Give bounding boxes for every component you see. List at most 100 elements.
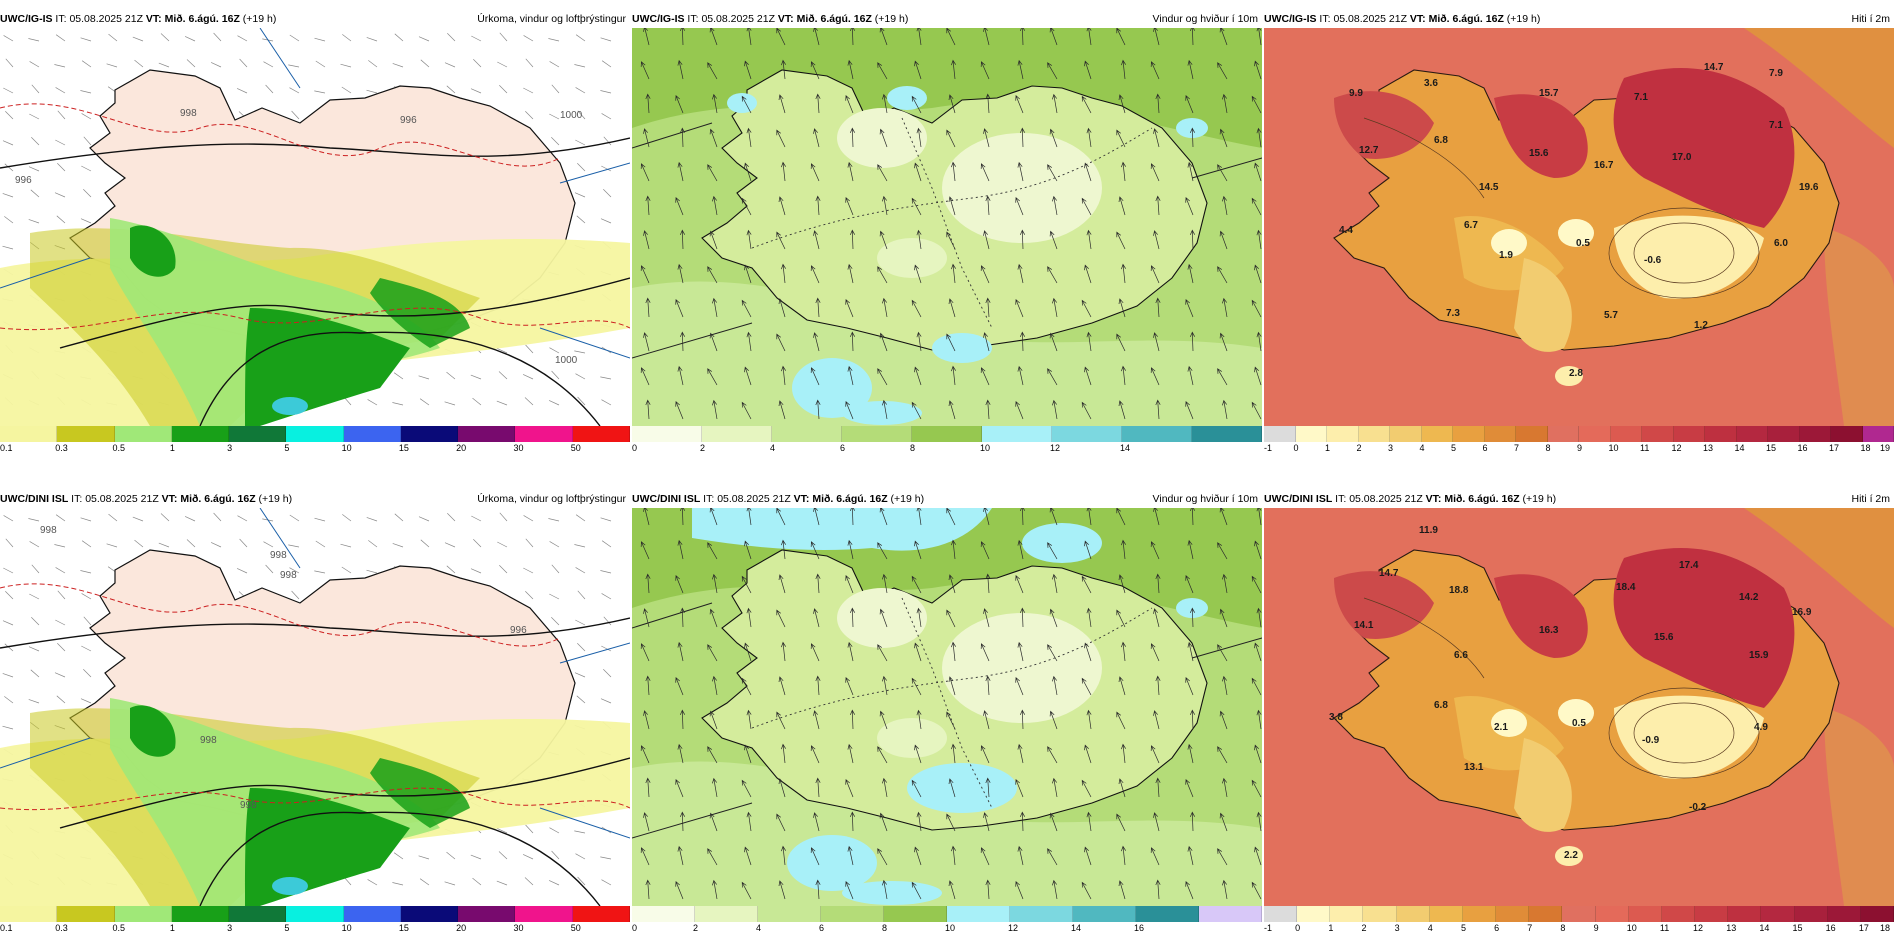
precip-panel: UWC/DINI ISL IT: 05.08.2025 21Z VT: Mið.… (0, 490, 630, 936)
legend-tick-label: 2 (700, 443, 706, 453)
legend-swatch (884, 906, 947, 922)
model-name: UWC/IG-IS (1264, 13, 1317, 25)
temperature-value-label: 0.5 (1572, 718, 1586, 729)
legend-tick-label: 10 (945, 923, 956, 933)
wind-panel: UWC/DINI ISL IT: 05.08.2025 21Z VT: Mið.… (632, 490, 1262, 936)
model-name: UWC/DINI ISL (0, 493, 69, 505)
panel-title: Vindur og hviður í 10m (1152, 493, 1258, 505)
isobar-label: 998 (280, 570, 297, 581)
forecast-offset: (+19 h) (1522, 493, 1557, 505)
legend-tick-label: 30 (513, 923, 524, 933)
legend-swatch (1199, 906, 1262, 922)
isobar-label: 998 (200, 735, 217, 746)
legend-tick-label: 19 (1880, 443, 1891, 453)
wind-arrows (640, 508, 1262, 900)
issue-time-label: IT: (1335, 493, 1347, 505)
legend-tick-label: 3 (227, 443, 233, 453)
legend-swatch (1827, 906, 1861, 922)
legend-tick-label: 11 (1640, 443, 1650, 453)
temperature-value-label: 14.5 (1479, 182, 1499, 193)
legend-tick-label: 15 (1792, 923, 1803, 933)
wind-panel: UWC/IG-IS IT: 05.08.2025 21Z VT: Mið. 6.… (632, 10, 1262, 456)
precip-map: 996 998 996 1000 1000 (0, 28, 630, 426)
legend-tick-label: 10 (341, 923, 352, 933)
legend-swatch (1661, 906, 1696, 922)
legend-tick-label: 4 (1419, 443, 1425, 453)
legend-tick-label: -1 (1264, 443, 1273, 453)
temperature-value-label: 16.3 (1539, 625, 1559, 636)
issue-time-value: 05.08.2025 21Z (717, 493, 791, 505)
legend-swatch (912, 426, 982, 442)
legend-tick-label: 1 (1328, 923, 1334, 933)
legend-swatch (1628, 906, 1662, 922)
temp-panel: UWC/DINI ISL IT: 05.08.2025 21Z VT: Mið.… (1264, 490, 1894, 936)
legend-tick-label: 3 (227, 923, 233, 933)
forecast-offset: (+19 h) (1506, 13, 1541, 25)
legend-swatch (0, 906, 58, 922)
legend-bar (632, 426, 1262, 442)
legend-tick-label: 17 (1858, 923, 1869, 933)
legend-tick-label: 7 (1527, 923, 1533, 933)
legend-swatch (1799, 426, 1831, 442)
color-legend: -1 0 1 2 3 4 5 6 7 8 9 10 11 12 13 14 15 16 17 18 19 (1264, 426, 1894, 454)
legend-swatch (1327, 426, 1359, 442)
legend-tick-label: 20 (456, 923, 467, 933)
legend-swatch (1453, 426, 1485, 442)
legend-swatch (1831, 426, 1863, 442)
wind-map (632, 28, 1262, 426)
legend-swatch (1496, 906, 1530, 922)
panel-header: UWC/IG-IS IT: 05.08.2025 21Z VT: Mið. 6.… (0, 10, 630, 28)
temp-map: 11.9 14.7 18.8 17.4 18.4 14.2 16.9 14.1 16.3 15.6… (1264, 508, 1894, 906)
legend-swatch (1462, 906, 1497, 922)
legend-swatch (57, 426, 115, 442)
temperature-value-label: 5.7 (1604, 310, 1618, 321)
issue-time-label: IT: (687, 13, 699, 25)
temperature-value-label: 14.7 (1379, 568, 1399, 579)
isobar-label: 998 (40, 525, 57, 536)
legend-swatch (758, 906, 821, 922)
model-name: UWC/DINI ISL (1264, 493, 1333, 505)
legend-tick-label: 5 (284, 443, 290, 453)
legend-tick-label: 13 (1726, 923, 1737, 933)
temperature-value-label: 9.9 (1349, 88, 1363, 99)
legend-swatch (1794, 906, 1828, 922)
temperature-value-label: 15.6 (1529, 148, 1549, 159)
forecast-offset: (+19 h) (258, 493, 293, 505)
model-name: UWC/DINI ISL (632, 493, 701, 505)
issue-time-value: 05.08.2025 21Z (1333, 13, 1407, 25)
legend-swatch (1192, 426, 1262, 442)
legend-swatch (229, 426, 287, 442)
legend-tick-label: 30 (513, 443, 524, 453)
precip-shading (0, 698, 630, 906)
gust-highlights (692, 508, 1208, 905)
isobar-label: 996 (400, 115, 417, 126)
valid-time-label: VT: (145, 13, 162, 25)
legend-tick-label: 10 (1626, 923, 1637, 933)
legend-swatch (515, 906, 573, 922)
issue-time-value: 05.08.2025 21Z (69, 13, 143, 25)
legend-swatch (400, 906, 459, 922)
temperature-value-label: 2.1 (1494, 722, 1508, 733)
contour-lines (1363, 597, 1760, 779)
legend-tick-label: 6 (840, 443, 846, 453)
legend-ticks: -1 0 1 2 3 4 5 6 7 8 9 10 11 12 13 14 15 16 17 18 19 (1264, 443, 1894, 455)
legend-swatch (1429, 906, 1463, 922)
panel-title: Vindur og hviður í 10m (1152, 13, 1258, 25)
legend-tick-label: 17 (1829, 443, 1840, 453)
panel-title: Hiti í 2m (1851, 493, 1890, 505)
legend-swatch (1297, 906, 1331, 922)
temperature-value-label: 12.7 (1359, 145, 1379, 156)
panel-title: Hiti í 2m (1851, 13, 1890, 25)
panel-title: Úrkoma, vindur og loftþrýstingur (477, 493, 626, 505)
temp-panel: UWC/IG-IS IT: 05.08.2025 21Z VT: Mið. 6.… (1264, 10, 1894, 456)
legend-swatch (1390, 426, 1422, 442)
temperature-value-label: 18.8 (1449, 585, 1469, 596)
legend-tick-label: 8 (910, 443, 916, 453)
legend-bar (1264, 906, 1894, 922)
valid-time-value: Mið. 6.ágú. 16Z (1444, 493, 1520, 505)
legend-swatch (1862, 426, 1894, 442)
region-boundaries (632, 597, 1262, 839)
temperature-value-label: 6.8 (1434, 700, 1448, 711)
legend-swatch (1695, 906, 1729, 922)
panel-header: UWC/DINI ISL IT: 05.08.2025 21Z VT: Mið.… (0, 490, 630, 508)
